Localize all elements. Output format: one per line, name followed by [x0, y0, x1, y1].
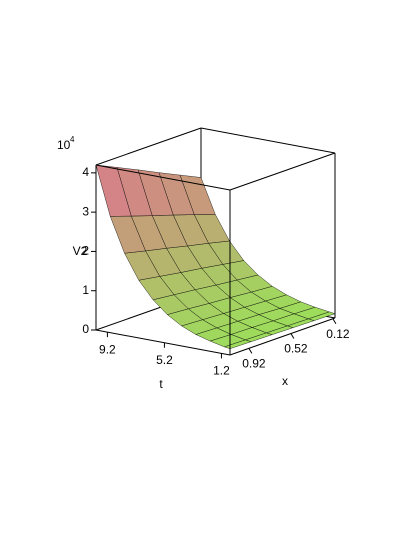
x-tick — [332, 318, 337, 324]
z-axis-label: V2 — [73, 244, 88, 258]
x-tick-label: 0.52 — [284, 342, 308, 356]
x-tick — [248, 348, 253, 354]
z-tick-label: 0 — [82, 322, 89, 336]
box-edge — [229, 317, 336, 356]
z-tick-label: 2 — [82, 244, 89, 258]
box-edge — [95, 329, 231, 356]
t-tick-label: 5.2 — [156, 353, 173, 367]
z-multiplier-exponent: 4 — [70, 135, 75, 144]
z-tick-label: 3 — [82, 204, 89, 218]
t-tick-label: 9.2 — [99, 342, 116, 356]
z-tick-label: 1 — [82, 283, 89, 297]
t-tick-label: 1.2 — [213, 364, 230, 378]
box-edge — [229, 152, 336, 191]
box-edge — [95, 164, 231, 191]
box-edge — [200, 127, 336, 154]
box-edge — [95, 127, 202, 166]
t-axis-label: t — [159, 377, 163, 391]
x-tick — [290, 333, 295, 339]
z-multiplier-base: 10 — [57, 138, 71, 152]
z-tick-label: 4 — [82, 165, 89, 179]
x-axis-label: x — [282, 374, 288, 388]
x-tick-label: 0.92 — [242, 357, 266, 371]
x-tick-label: 0.12 — [326, 327, 350, 341]
